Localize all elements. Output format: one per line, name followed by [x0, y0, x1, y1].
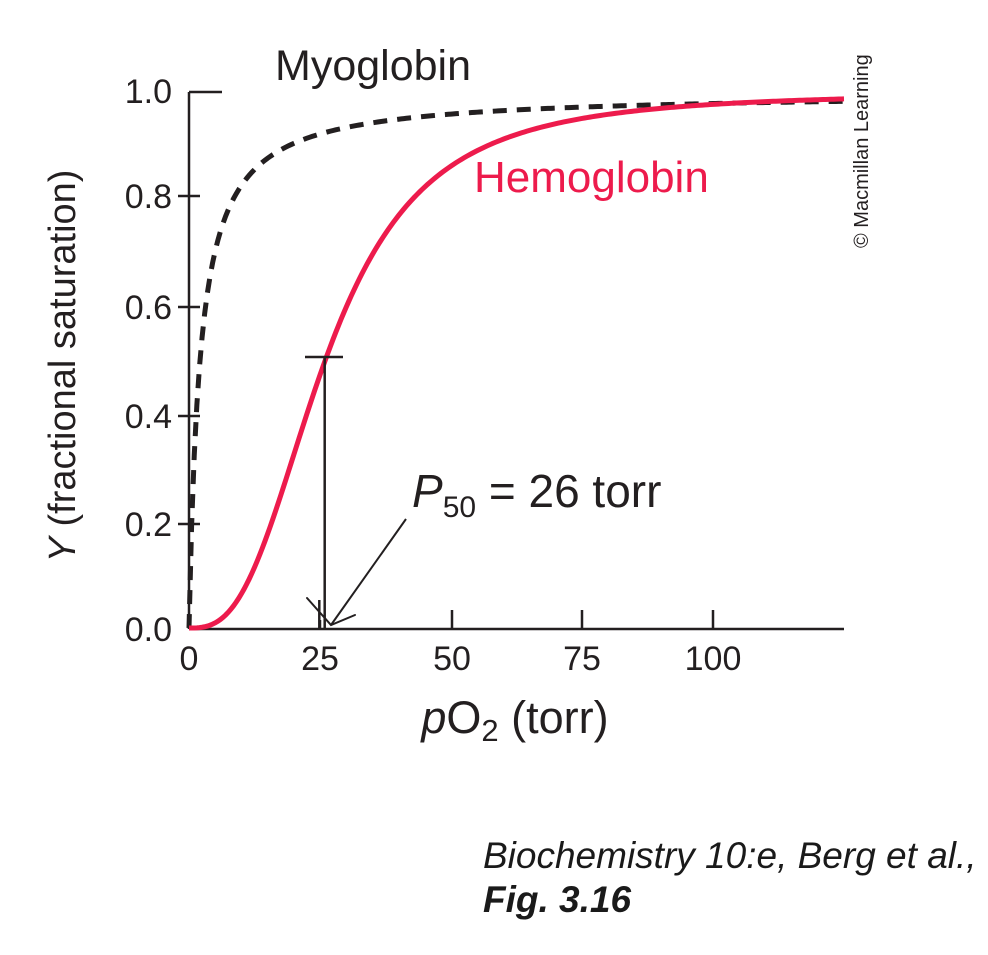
svg-text:Y (fractional saturation): Y (fractional saturation): [42, 170, 84, 563]
svg-text:0: 0: [180, 640, 199, 678]
svg-text:75: 75: [563, 640, 601, 678]
svg-text:1.0: 1.0: [125, 73, 172, 111]
svg-text:0.6: 0.6: [125, 289, 172, 327]
svg-text:0.4: 0.4: [125, 398, 172, 436]
svg-text:50: 50: [433, 640, 471, 678]
svg-text:0.8: 0.8: [125, 178, 172, 216]
svg-text:0.0: 0.0: [125, 611, 172, 649]
svg-text:© Macmillan Learning: © Macmillan Learning: [851, 54, 873, 248]
svg-text:100: 100: [685, 640, 742, 678]
svg-text:0.2: 0.2: [125, 506, 172, 544]
svg-text:P50 = 26 torr: P50 = 26 torr: [412, 465, 661, 524]
svg-text:25: 25: [301, 640, 339, 678]
svg-text:pO2 (torr): pO2 (torr): [419, 692, 608, 748]
svg-text:Myoglobin: Myoglobin: [275, 42, 471, 90]
svg-text:Fig. 3.16: Fig. 3.16: [483, 879, 631, 920]
svg-text:Hemoglobin: Hemoglobin: [474, 153, 709, 202]
svg-text:Biochemistry 10:e, Berg et al.: Biochemistry 10:e, Berg et al.,: [483, 835, 977, 876]
